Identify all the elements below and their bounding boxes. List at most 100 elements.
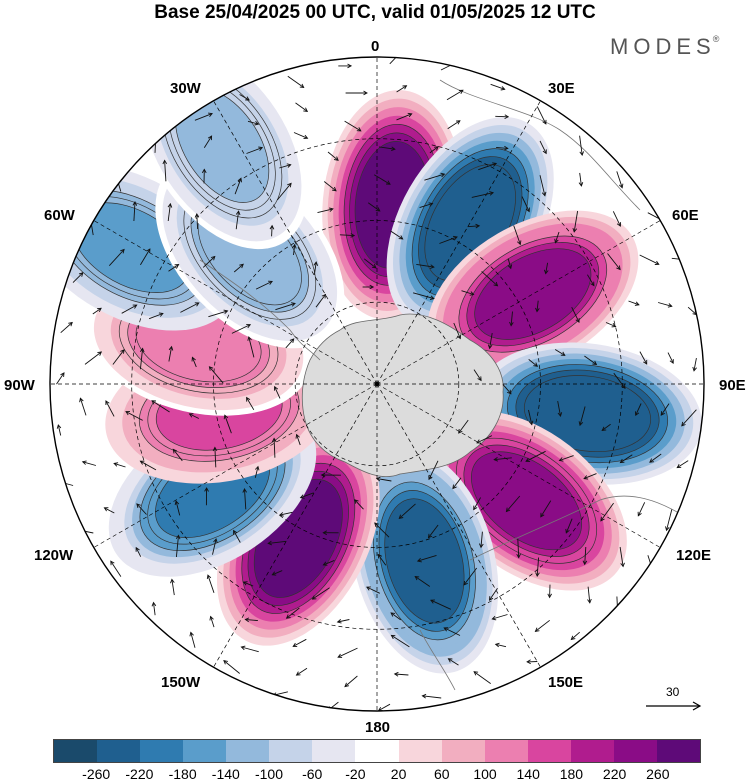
wind-vector-arrow (299, 492, 314, 499)
wind-vector-arrow (191, 356, 197, 368)
colorbar-cell (269, 740, 313, 762)
wind-vector-arrow (374, 522, 390, 538)
colorbar-cell (355, 740, 399, 762)
wind-vector-arrow (322, 530, 339, 536)
wind-vector-arrow (665, 509, 673, 532)
colorbar-ticks: -260 -220 -180 -140 -100 -60 -20 20 60 100 140 180 2… (0, 766, 750, 783)
wind-vector-arrow (327, 151, 339, 161)
wind-vector-arrow (201, 168, 207, 184)
wind-vector-arrow (416, 263, 435, 269)
label-lon-180: 180 (365, 719, 391, 736)
wind-vector-arrow (600, 502, 614, 522)
wind-vector-arrow (295, 667, 308, 676)
wind-vector-arrow (203, 135, 213, 148)
wind-vector-arrow (162, 159, 168, 182)
colorbar-tick-label: -220 (125, 766, 154, 782)
wind-vector-arrow (427, 524, 439, 539)
colorbar-tick-label: 140 (516, 766, 540, 782)
wind-vector-arrow (244, 617, 258, 623)
wind-vector-arrow (540, 500, 552, 518)
wind-vector-arrow (607, 253, 621, 271)
label-lon-60e: 60E (672, 207, 699, 224)
wind-vector-arrow (110, 560, 122, 577)
colorbar-cell (398, 740, 442, 762)
label-lon-0: 0 (371, 38, 380, 55)
wind-vector-arrow (393, 671, 409, 677)
wind-vector-arrow (367, 202, 381, 212)
colorbar-cell (570, 740, 614, 762)
label-lon-120w: 120W (34, 547, 74, 564)
wind-vector-arrow (375, 476, 392, 482)
wind-vector-arrow (121, 304, 138, 314)
wind-vector-arrow (558, 455, 574, 462)
wind-vector-arrow (344, 120, 362, 132)
wind-vector-arrow (443, 627, 461, 636)
wind-vector-arrow (81, 460, 97, 466)
wind-vector-arrow (136, 503, 147, 515)
wind-vector-arrow (235, 210, 241, 230)
wind-vector-arrow (362, 284, 375, 290)
wind-vector-arrow (660, 403, 670, 416)
wind-vector-arrow (490, 83, 506, 91)
wind-vector-arrow (315, 293, 327, 308)
wind-vector-arrow (313, 261, 319, 275)
wind-vector-arrow (396, 85, 408, 93)
wind-vector-arrow (378, 146, 396, 152)
wind-vector-arrow (338, 63, 353, 69)
wind-vector-arrow (528, 359, 539, 367)
wind-vector-arrow (547, 584, 552, 599)
wind-vector-arrow (428, 460, 439, 481)
wind-vector-arrow (320, 472, 341, 478)
wind-vector-arrow (628, 300, 640, 306)
wind-vector-arrow (113, 462, 126, 468)
anomaly-contour (523, 375, 652, 453)
latitude-circle (294, 301, 460, 467)
wind-vector-arrow (366, 586, 380, 594)
reference-vector-arrow (646, 701, 702, 711)
wind-vector-arrow (681, 409, 697, 427)
wind-vector-arrow (285, 338, 295, 349)
wind-vector-arrow (446, 89, 464, 101)
wind-vector-arrow (639, 351, 648, 365)
wind-vector-arrow (172, 448, 183, 462)
wind-vector-arrow (295, 433, 301, 446)
wind-vector-arrow (206, 574, 215, 593)
latitude-circle (213, 220, 541, 548)
wind-vector-arrow (108, 248, 125, 267)
wind-vector-arrow (135, 546, 142, 557)
wind-vector-arrow (345, 90, 368, 96)
wind-vector-arrow (667, 352, 674, 364)
wind-vector-arrow (536, 106, 547, 125)
wind-vector-arrow (396, 112, 413, 121)
meridian-line (213, 100, 378, 385)
wind-vector-arrow (202, 255, 216, 268)
wind-vector-arrow (543, 262, 549, 275)
wind-vector-arrow (279, 163, 292, 169)
wind-vector-arrow (377, 553, 387, 566)
label-lon-150e: 150E (548, 674, 584, 691)
colorbar-cell (441, 740, 485, 762)
wind-vector-arrow (424, 172, 446, 181)
wind-vector-arrow (398, 503, 416, 520)
map-title: Base 25/04/2025 00 UTC, valid 01/05/2025… (154, 2, 596, 23)
wind-vector-arrow (528, 409, 534, 426)
wind-vector-arrow (525, 450, 546, 462)
wind-vector-arrow (167, 202, 173, 222)
wind-vector-arrow (478, 531, 484, 549)
wind-vector-arrow (419, 202, 434, 209)
wind-vector-arrow (168, 345, 174, 362)
wind-vector-arrow (242, 488, 247, 510)
wind-vector-arrow (336, 619, 350, 624)
wind-vector-arrow (323, 181, 337, 192)
wind-vector-arrow (105, 400, 115, 417)
brand-name: MODES (610, 34, 716, 59)
wind-vector-arrow (554, 231, 560, 244)
wind-vector-arrow (139, 460, 157, 471)
label-lon-150w: 150W (161, 674, 201, 691)
south-pole-marker (374, 381, 380, 387)
anomaly-contour (470, 451, 583, 551)
wind-vector-arrow (526, 659, 538, 665)
colorbar-cell (312, 740, 356, 762)
wind-vector-arrow (72, 272, 84, 283)
wind-vector-arrow (570, 631, 580, 641)
